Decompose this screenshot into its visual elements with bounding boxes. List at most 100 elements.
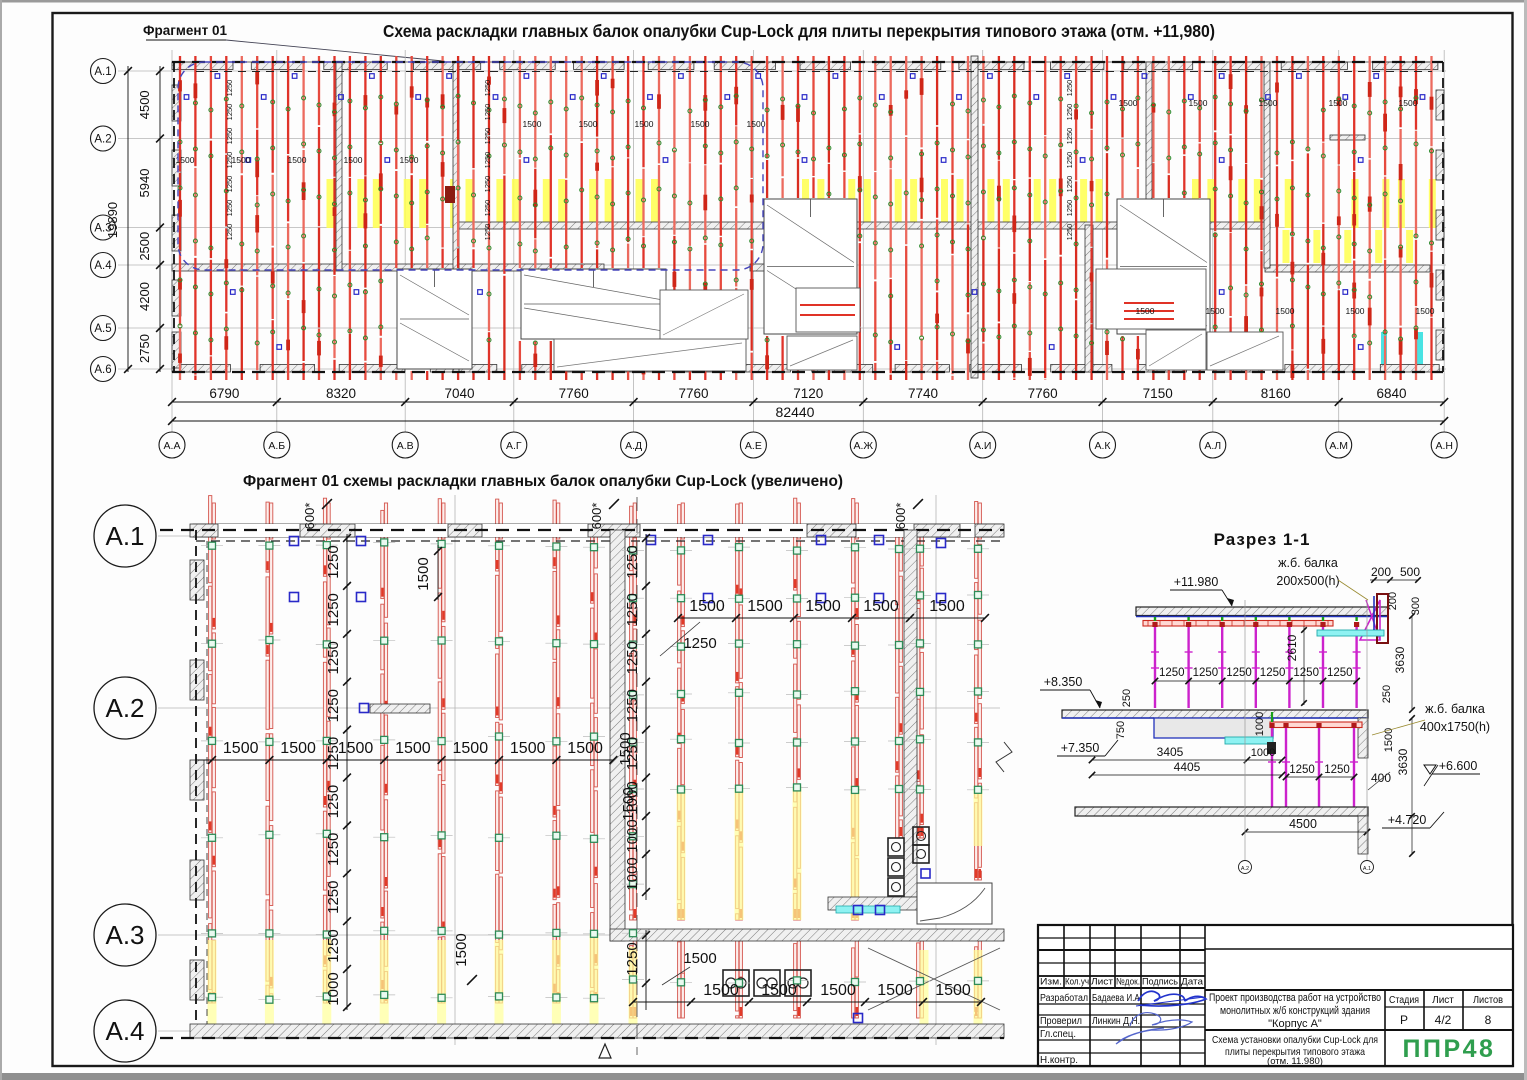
svg-text:1500: 1500 xyxy=(691,119,710,129)
svg-text:Разрез 1-1: Разрез 1-1 xyxy=(1214,530,1311,549)
svg-text:4500: 4500 xyxy=(1289,817,1317,831)
svg-text:1500: 1500 xyxy=(820,982,856,999)
svg-text:Кол.уч: Кол.уч xyxy=(1065,977,1089,988)
svg-text:1250: 1250 xyxy=(325,689,342,722)
svg-text:1500: 1500 xyxy=(761,982,797,999)
svg-text:1250: 1250 xyxy=(1260,667,1286,679)
svg-text:8160: 8160 xyxy=(1261,386,1291,401)
svg-text:600*: 600* xyxy=(589,503,604,530)
svg-text:1500: 1500 xyxy=(232,155,251,165)
svg-text:2750: 2750 xyxy=(137,334,152,363)
svg-text:4500: 4500 xyxy=(137,90,152,119)
svg-text:1500: 1500 xyxy=(1189,98,1208,108)
svg-text:1250: 1250 xyxy=(1065,224,1074,241)
svg-text:1500: 1500 xyxy=(703,982,739,999)
svg-text:1500: 1500 xyxy=(1119,98,1138,108)
svg-text:1500: 1500 xyxy=(567,740,603,757)
svg-text:А.1: А.1 xyxy=(1363,866,1371,872)
svg-text:ППР48: ППР48 xyxy=(1403,1035,1496,1063)
svg-text:1250: 1250 xyxy=(325,929,342,962)
svg-text:1250: 1250 xyxy=(1065,104,1074,121)
svg-text:А.Н: А.Н xyxy=(1435,440,1453,452)
svg-text:1500: 1500 xyxy=(635,119,654,129)
svg-text:7760: 7760 xyxy=(678,386,708,401)
svg-text:А.Ж: А.Ж xyxy=(853,440,873,452)
svg-text:1250: 1250 xyxy=(1327,667,1353,679)
svg-text:1500: 1500 xyxy=(1399,98,1418,108)
svg-text:1500: 1500 xyxy=(683,950,716,967)
svg-text:А.2: А.2 xyxy=(1241,866,1249,872)
svg-text:1500: 1500 xyxy=(1416,306,1435,316)
svg-text:Р: Р xyxy=(1400,1013,1408,1027)
svg-text:Бадаева И.А.: Бадаева И.А. xyxy=(1092,993,1142,1004)
svg-text:А.Л: А.Л xyxy=(1204,440,1221,452)
svg-text:1250: 1250 xyxy=(1065,80,1074,97)
svg-text:400x1750(h): 400x1750(h) xyxy=(1420,720,1490,734)
svg-text:8: 8 xyxy=(1485,1013,1492,1027)
svg-text:600*: 600* xyxy=(302,503,317,530)
svg-text:1500: 1500 xyxy=(395,740,431,757)
svg-text:3405: 3405 xyxy=(1157,745,1184,759)
svg-text:А.1: А.1 xyxy=(94,66,111,78)
svg-text:1250: 1250 xyxy=(325,785,342,818)
svg-text:7040: 7040 xyxy=(444,386,474,401)
svg-text:750: 750 xyxy=(1115,721,1127,739)
svg-text:1500: 1500 xyxy=(338,740,374,757)
svg-text:1500: 1500 xyxy=(863,598,899,615)
svg-text:3630: 3630 xyxy=(1393,646,1407,673)
svg-text:82440: 82440 xyxy=(776,404,815,420)
svg-text:1250: 1250 xyxy=(1289,764,1315,776)
svg-text:1500: 1500 xyxy=(1259,98,1278,108)
svg-text:+7.350: +7.350 xyxy=(1061,741,1100,755)
svg-text:Листов: Листов xyxy=(1473,995,1503,1006)
svg-text:19890: 19890 xyxy=(105,202,120,238)
svg-text:4/2: 4/2 xyxy=(1435,1013,1452,1027)
svg-text:А.Б: А.Б xyxy=(268,440,285,452)
svg-text:7150: 7150 xyxy=(1143,386,1173,401)
svg-text:монолитных ж/б конструкций зда: монолитных ж/б конструкций здания xyxy=(1220,1005,1370,1017)
svg-text:1250: 1250 xyxy=(225,200,234,217)
svg-text:Подпись: Подпись xyxy=(1142,977,1178,988)
svg-text:№док.: №док. xyxy=(1116,977,1140,988)
svg-text:1500: 1500 xyxy=(877,982,913,999)
svg-text:1250: 1250 xyxy=(1324,764,1350,776)
svg-text:1250: 1250 xyxy=(483,80,492,97)
svg-text:1250: 1250 xyxy=(1193,667,1219,679)
svg-text:1250: 1250 xyxy=(624,689,641,722)
svg-text:1250: 1250 xyxy=(1065,152,1074,169)
svg-text:1250: 1250 xyxy=(624,942,641,975)
svg-text:1250: 1250 xyxy=(325,881,342,914)
svg-text:А.И: А.И xyxy=(974,440,991,452)
svg-text:5940: 5940 xyxy=(137,169,152,198)
svg-text:4200: 4200 xyxy=(137,282,152,311)
svg-text:1000: 1000 xyxy=(325,972,342,1005)
svg-text:1250: 1250 xyxy=(225,152,234,169)
svg-text:600*: 600* xyxy=(893,503,908,530)
svg-text:1000: 1000 xyxy=(624,857,641,890)
svg-text:1250: 1250 xyxy=(325,737,342,770)
svg-text:1500: 1500 xyxy=(747,598,783,615)
svg-text:1000: 1000 xyxy=(624,781,641,814)
svg-text:1500: 1500 xyxy=(1346,306,1365,316)
svg-text:200: 200 xyxy=(1387,592,1399,610)
svg-text:1000: 1000 xyxy=(624,819,641,852)
svg-text:1250: 1250 xyxy=(325,833,342,866)
svg-text:1500: 1500 xyxy=(1136,306,1155,316)
svg-text:Стадия: Стадия xyxy=(1389,995,1419,1006)
svg-text:1250: 1250 xyxy=(225,176,234,193)
svg-text:плиты перекрытия типового этаж: плиты перекрытия типового этажа xyxy=(1225,1046,1365,1058)
svg-text:400: 400 xyxy=(1371,771,1391,785)
svg-text:А.2: А.2 xyxy=(94,134,111,146)
svg-text:1250: 1250 xyxy=(483,128,492,145)
svg-text:7760: 7760 xyxy=(559,386,589,401)
svg-text:1500: 1500 xyxy=(1276,306,1295,316)
svg-text:4405: 4405 xyxy=(1174,760,1201,774)
svg-text:8320: 8320 xyxy=(326,386,356,401)
svg-text:+11.980: +11.980 xyxy=(1174,575,1219,589)
svg-text:2500: 2500 xyxy=(137,232,152,261)
svg-text:Лист: Лист xyxy=(1091,977,1114,988)
svg-text:1250: 1250 xyxy=(325,593,342,626)
svg-text:Линкин Д.Н.: Линкин Д.Н. xyxy=(1092,1016,1140,1027)
svg-text:1500: 1500 xyxy=(415,557,432,590)
svg-text:А.2: А.2 xyxy=(105,693,144,723)
